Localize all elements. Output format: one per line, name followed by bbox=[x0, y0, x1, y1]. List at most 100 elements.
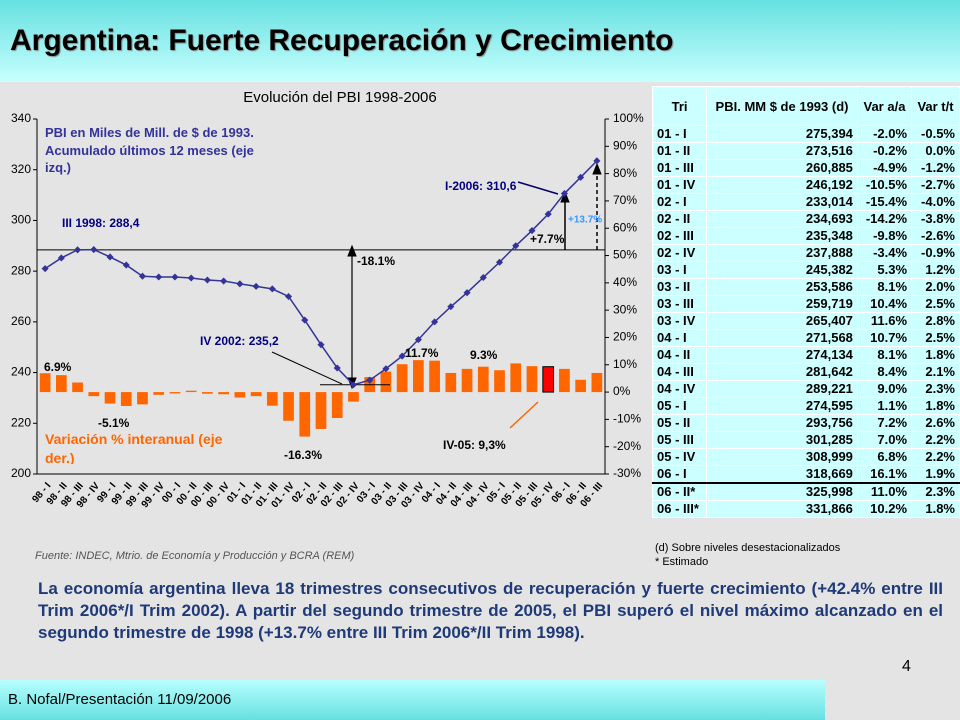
table-cell: 06 - II* bbox=[651, 482, 708, 501]
annotation: +13.7% bbox=[568, 215, 602, 226]
bar bbox=[477, 366, 489, 393]
table-cell: 02 - II bbox=[651, 210, 708, 228]
bar bbox=[348, 392, 359, 402]
y2-tick-label: 10% bbox=[613, 357, 637, 371]
table-row: 02 - II 234,693 -14.2% -3.8% bbox=[651, 210, 960, 228]
table-cell: -15.4% bbox=[856, 193, 913, 211]
table-cell: 265,407 bbox=[706, 312, 858, 330]
bar bbox=[185, 390, 197, 393]
table-cell: 05 - III bbox=[651, 431, 708, 449]
marker bbox=[544, 210, 552, 218]
table-cell: 308,999 bbox=[706, 448, 858, 466]
table-cell: 10.2% bbox=[856, 500, 913, 518]
bar bbox=[461, 368, 473, 393]
marker bbox=[171, 273, 179, 281]
table-cell: 11.0% bbox=[856, 482, 913, 501]
table-cell: 245,382 bbox=[706, 261, 858, 279]
table-cell: 260,885 bbox=[706, 159, 858, 177]
table-cell: -0.9% bbox=[911, 244, 960, 262]
table-cell: 325,998 bbox=[706, 482, 858, 501]
table-cell: 10.4% bbox=[856, 295, 913, 313]
annotation: -18.1% bbox=[357, 254, 395, 268]
table-row: 06 - II* 325,998 11.0% 2.3% bbox=[651, 482, 960, 501]
bar bbox=[39, 373, 51, 393]
table-cell: 2.8% bbox=[911, 312, 960, 330]
table-cell: 1.8% bbox=[911, 346, 960, 364]
table-header-cell: PBI. MM $ de 1993 (d) bbox=[706, 86, 858, 126]
line bbox=[44, 160, 598, 386]
table-row: 04 - II 274,134 8.1% 1.8% bbox=[651, 346, 960, 364]
table-cell: 8.1% bbox=[856, 346, 913, 364]
table-row: 01 - III 260,885 -4.9% -1.2% bbox=[651, 159, 960, 177]
arrow bbox=[517, 181, 559, 195]
table-cell: -2.0% bbox=[856, 125, 913, 143]
table-cell: 2.5% bbox=[911, 295, 960, 313]
table-cell: 275,394 bbox=[706, 125, 858, 143]
bar bbox=[120, 392, 132, 407]
table-row: 02 - I 233,014 -15.4% -4.0% bbox=[651, 193, 960, 211]
table-note: * Estimado bbox=[655, 556, 709, 568]
marker bbox=[268, 285, 276, 293]
table-row: 01 - IV 246,192 -10.5% -2.7% bbox=[651, 176, 960, 194]
marker bbox=[366, 376, 374, 384]
table-cell: 05 - I bbox=[651, 397, 708, 415]
table-cell: 253,586 bbox=[706, 278, 858, 296]
annotations: III 1998: 288,4 -18.1% IV 2002: 235,2 I-… bbox=[44, 179, 602, 462]
y2-tick-label: 90% bbox=[613, 138, 637, 152]
table-cell: 1.9% bbox=[911, 465, 960, 484]
table-cell: 7.0% bbox=[856, 431, 913, 449]
marker bbox=[220, 277, 228, 285]
table-cell: 04 - II bbox=[651, 346, 708, 364]
bar bbox=[72, 382, 83, 393]
table-cell: 289,221 bbox=[706, 380, 858, 398]
bar bbox=[283, 392, 294, 421]
table-row: 03 - I 245,382 5.3% 1.2% bbox=[651, 261, 960, 279]
y-tick-label: 200 bbox=[11, 466, 31, 480]
marker bbox=[301, 316, 309, 324]
bar bbox=[429, 360, 440, 393]
table-cell: 01 - I bbox=[651, 125, 708, 143]
marker bbox=[333, 364, 341, 372]
table-cell: 8.1% bbox=[856, 278, 913, 296]
table-cell: 04 - I bbox=[651, 329, 708, 347]
table-notes: (d) Sobre niveles desestacionalizados * E… bbox=[655, 541, 840, 569]
legend-entry: PBI en Miles de Mill. de $ de 1993. Acum… bbox=[45, 125, 254, 176]
y-tick-label: 220 bbox=[11, 415, 31, 429]
bar bbox=[299, 392, 311, 437]
table-cell: 6.8% bbox=[856, 448, 913, 466]
table-cell: 273,516 bbox=[706, 142, 858, 160]
marker bbox=[431, 318, 439, 326]
table-cell: 1.8% bbox=[911, 397, 960, 415]
footer-bar: B. Nofal/Presentación 11/09/2006 bbox=[0, 680, 825, 720]
bar bbox=[380, 371, 392, 393]
annotation: III 1998: 288,4 bbox=[62, 216, 140, 230]
marker bbox=[382, 365, 390, 373]
bar bbox=[218, 392, 229, 395]
annotation: -5.1% bbox=[98, 416, 130, 430]
table-cell: 11.6% bbox=[856, 312, 913, 330]
y-tick-label: 280 bbox=[11, 263, 31, 277]
marker bbox=[155, 273, 163, 281]
bar bbox=[169, 392, 181, 394]
table-cell: 16.1% bbox=[856, 465, 913, 484]
marker bbox=[236, 280, 244, 288]
bar bbox=[55, 375, 67, 393]
y2-tick-label: 60% bbox=[613, 220, 637, 234]
table-cell: 274,134 bbox=[706, 346, 858, 364]
table-cell: 03 - III bbox=[651, 295, 708, 313]
y2-tick-label: 30% bbox=[613, 302, 637, 316]
y-tick-label: 340 bbox=[11, 111, 31, 125]
table-cell: 01 - IV bbox=[651, 176, 708, 194]
table-cell: -2.6% bbox=[911, 227, 960, 245]
marker bbox=[398, 352, 406, 360]
table-cell: 8.4% bbox=[856, 363, 913, 381]
y2-tick-label: 40% bbox=[613, 275, 637, 289]
table-cell: -14.2% bbox=[856, 210, 913, 228]
table-cell: 318,669 bbox=[706, 465, 858, 484]
y2-tick-label: -30% bbox=[613, 466, 641, 480]
table-cell: 03 - I bbox=[651, 261, 708, 279]
bar bbox=[494, 370, 505, 393]
slide-title: Argentina: Fuerte Recuperación y Crecimi… bbox=[10, 24, 674, 57]
page-number: 4 bbox=[902, 658, 911, 675]
